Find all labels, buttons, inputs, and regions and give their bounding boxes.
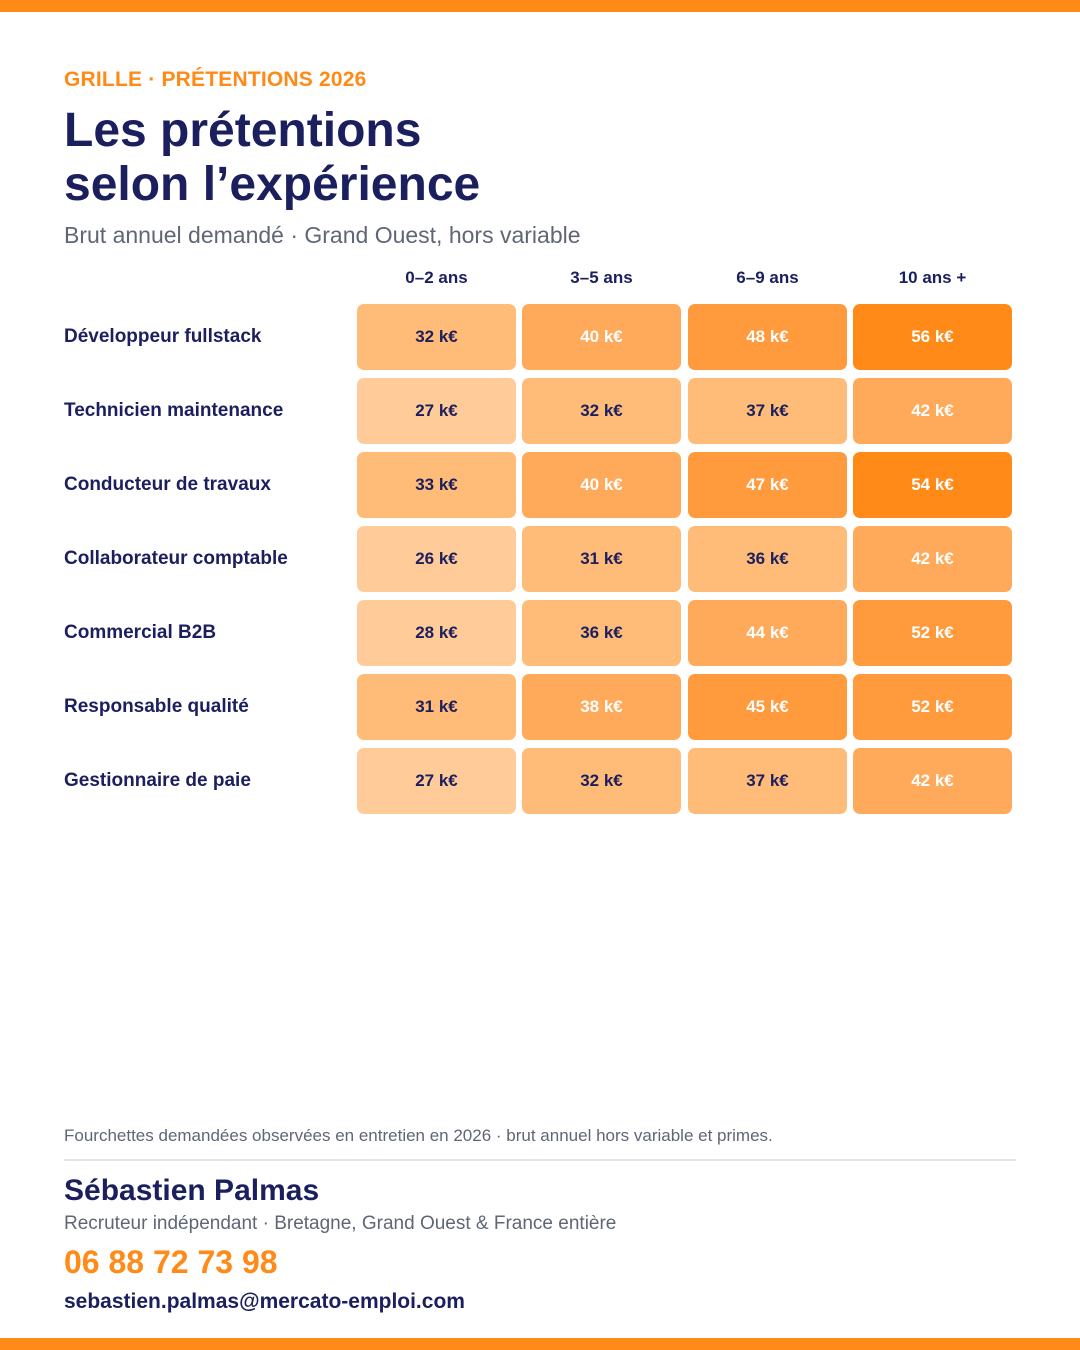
column-header: 10 ans + (898, 268, 967, 287)
heatmap-cell: 28 k€ (357, 600, 516, 666)
column-header: 0–2 ans (405, 268, 468, 287)
heatmap-cell: 27 k€ (357, 748, 516, 814)
heatmap-cell: 36 k€ (688, 526, 847, 592)
heatmap-cell: 31 k€ (522, 526, 681, 592)
heatmap-cell: 37 k€ (688, 748, 847, 814)
heatmap-cell: 40 k€ (522, 304, 681, 370)
heatmap-cell: 26 k€ (357, 526, 516, 592)
heatmap-cell: 42 k€ (853, 378, 1012, 444)
heatmap-cell: 33 k€ (357, 452, 516, 518)
heatmap-cell: 45 k€ (688, 674, 847, 740)
heatmap-cell: 32 k€ (357, 304, 516, 370)
row-label: Conducteur de travaux (64, 474, 271, 495)
author-name: Sébastien Palmas (64, 1174, 320, 1207)
divider (64, 1159, 1016, 1161)
heatmap-cell: 37 k€ (688, 378, 847, 444)
heatmap-cell: 27 k€ (357, 378, 516, 444)
page-title: Les prétentions selon l’expérience (64, 104, 480, 212)
heatmap-cell: 31 k€ (357, 674, 516, 740)
title-line-1: Les prétentions (64, 104, 422, 157)
heatmap-cell: 32 k€ (522, 748, 681, 814)
heatmap-cell: 54 k€ (853, 452, 1012, 518)
author-role: Recruteur indépendant · Bretagne, Grand … (64, 1213, 617, 1234)
row-label: Responsable qualité (64, 696, 249, 717)
heatmap-cell: 47 k€ (688, 452, 847, 518)
column-header: 3–5 ans (570, 268, 633, 287)
row-label: Commercial B2B (64, 622, 217, 643)
email-link[interactable]: sebastien.palmas@mercato-emploi.com (64, 1290, 465, 1313)
heatmap-cell: 42 k€ (853, 748, 1012, 814)
phone-number[interactable]: 06 88 72 73 98 (64, 1244, 278, 1280)
heatmap-cell: 48 k€ (688, 304, 847, 370)
column-header: 6–9 ans (736, 268, 799, 287)
eyebrow-label: GRILLE · PRÉTENTIONS 2026 (64, 68, 367, 91)
heatmap-cell: 32 k€ (522, 378, 681, 444)
heatmap-cell: 36 k€ (522, 600, 681, 666)
heatmap-cell: 38 k€ (522, 674, 681, 740)
heatmap-cell: 56 k€ (853, 304, 1012, 370)
row-label: Développeur fullstack (64, 326, 262, 347)
heatmap-cell: 52 k€ (853, 600, 1012, 666)
subtitle: Brut annuel demandé · Grand Ouest, hors … (64, 222, 581, 248)
footnote: Fourchettes demandées observées en entre… (64, 1126, 773, 1145)
heatmap-cell: 44 k€ (688, 600, 847, 666)
heatmap-cell: 40 k€ (522, 452, 681, 518)
row-label: Collaborateur comptable (64, 548, 288, 569)
top-accent-bar (0, 0, 1080, 12)
row-label: Technicien maintenance (64, 400, 284, 421)
row-label: Gestionnaire de paie (64, 770, 251, 791)
heatmap-cell: 52 k€ (853, 674, 1012, 740)
title-line-2: selon l’expérience (64, 158, 481, 211)
heatmap-cell: 42 k€ (853, 526, 1012, 592)
bottom-accent-bar (0, 1338, 1080, 1350)
